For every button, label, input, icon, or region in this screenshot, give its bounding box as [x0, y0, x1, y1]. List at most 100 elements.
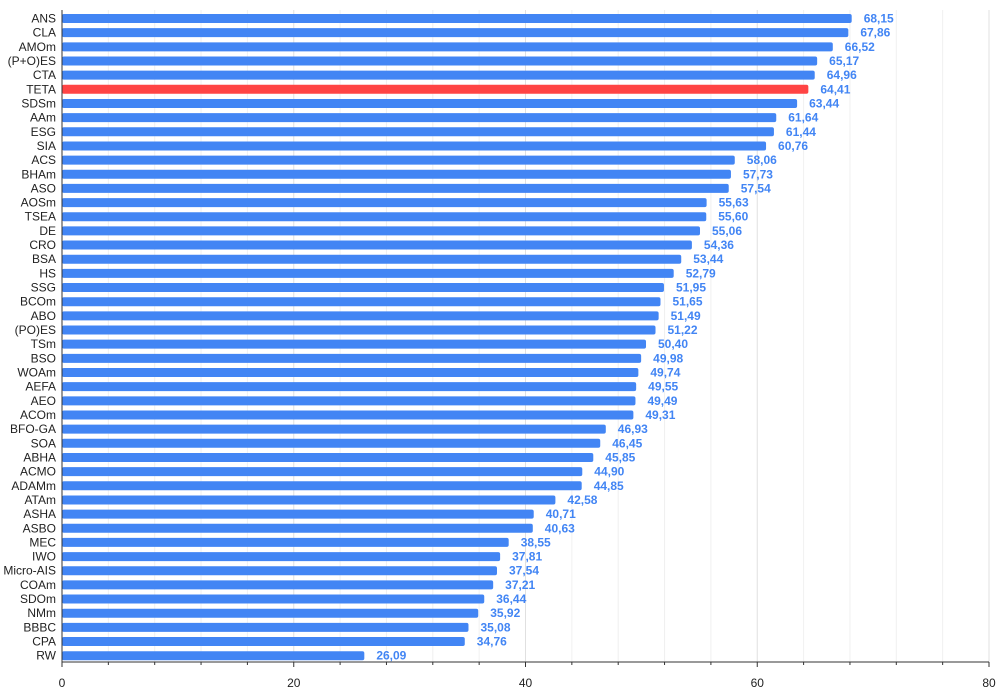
- value-label: 53,44: [693, 252, 723, 266]
- value-label: 51,65: [672, 295, 702, 309]
- value-label: 34,76: [477, 635, 507, 649]
- value-label: 55,06: [712, 224, 742, 238]
- x-tick-label: 0: [59, 676, 66, 690]
- value-label: 49,55: [648, 380, 678, 394]
- category-label: BSO: [31, 351, 56, 365]
- bar: [62, 268, 674, 278]
- category-label: CTA: [33, 68, 56, 82]
- category-label: TETA: [26, 82, 56, 96]
- bar: [62, 339, 647, 349]
- value-labels: 68,1567,8666,5265,1764,9664,4163,4461,64…: [376, 12, 894, 663]
- bar: [62, 353, 642, 363]
- value-label: 49,31: [645, 408, 675, 422]
- bar: [62, 622, 469, 632]
- category-label: COAm: [20, 578, 56, 592]
- x-tick-label: 20: [287, 676, 301, 690]
- value-label: 65,17: [829, 54, 859, 68]
- value-label: 57,54: [741, 181, 771, 195]
- category-label: AEFA: [25, 380, 56, 394]
- bar: [62, 523, 533, 533]
- bar: [62, 608, 479, 618]
- category-label: (PO)ES: [15, 323, 56, 337]
- value-label: 64,41: [820, 82, 850, 96]
- category-label: HS: [39, 266, 56, 280]
- value-label: 36,44: [496, 592, 526, 606]
- bar: [62, 14, 852, 23]
- category-label: AMOm: [19, 40, 56, 54]
- bar: [62, 283, 664, 293]
- bar: [62, 509, 534, 519]
- bar: [62, 325, 656, 335]
- bar: [62, 254, 682, 264]
- bar: [62, 452, 594, 462]
- bar: [62, 382, 637, 392]
- category-label: NMm: [27, 606, 56, 620]
- category-label: AAm: [30, 111, 56, 125]
- bar: [62, 495, 556, 505]
- category-label: ACOm: [20, 408, 56, 422]
- category-label: BBBC: [23, 620, 56, 634]
- value-label: 49,49: [647, 394, 677, 408]
- category-label: ATAm: [24, 493, 56, 507]
- value-label: 58,06: [747, 153, 777, 167]
- bar: [62, 438, 601, 448]
- category-label: ASO: [31, 181, 56, 195]
- category-label: BFO-GA: [10, 422, 56, 436]
- x-tick-label: 40: [519, 676, 533, 690]
- bar: [62, 226, 701, 236]
- value-label: 51,95: [676, 281, 706, 295]
- category-label: RW: [36, 649, 56, 663]
- bar: [62, 84, 809, 94]
- value-label: 40,71: [546, 507, 576, 521]
- bar: [62, 70, 815, 80]
- category-label: CPA: [32, 635, 56, 649]
- bar: [62, 580, 494, 590]
- bar: [62, 368, 639, 377]
- category-label: AEO: [31, 394, 56, 408]
- bar: [62, 297, 661, 307]
- category-label: ACS: [31, 153, 56, 167]
- category-label: ASHA: [23, 507, 56, 521]
- bar: [62, 42, 833, 52]
- value-label: 37,81: [512, 550, 542, 564]
- value-label: 45,85: [605, 450, 635, 464]
- value-label: 63,44: [809, 96, 839, 110]
- category-label: CLA: [33, 26, 56, 40]
- category-label: AOSm: [21, 196, 56, 210]
- bar: [62, 198, 707, 208]
- value-label: 35,08: [480, 620, 510, 634]
- bar: [62, 637, 465, 647]
- category-label: ESG: [31, 125, 56, 139]
- bar: [62, 113, 777, 123]
- value-label: 54,36: [704, 238, 734, 252]
- value-label: 55,60: [718, 210, 748, 224]
- category-labels: ANSCLAAMOm(P+O)ESCTATETASDSmAAmESGSIAACS…: [3, 12, 56, 663]
- category-label: SSG: [31, 281, 56, 295]
- bar: [62, 566, 497, 576]
- value-label: 49,98: [653, 351, 683, 365]
- bar: [62, 594, 485, 604]
- value-label: 49,74: [650, 366, 680, 380]
- value-label: 46,93: [618, 422, 648, 436]
- value-label: 44,85: [594, 479, 624, 493]
- bar: [62, 28, 849, 38]
- category-label: TSEA: [25, 210, 56, 224]
- bar: [62, 467, 583, 477]
- value-label: 42,58: [567, 493, 597, 507]
- bars: [62, 14, 852, 661]
- category-label: TSm: [31, 337, 56, 351]
- bar: [62, 481, 582, 491]
- value-label: 26,09: [376, 649, 406, 663]
- category-label: ADAMm: [11, 479, 56, 493]
- bar: [62, 424, 606, 434]
- value-label: 61,44: [786, 125, 816, 139]
- category-label: ACMO: [20, 465, 56, 479]
- bar: [62, 141, 767, 151]
- category-label: BSA: [32, 252, 56, 266]
- value-label: 52,79: [686, 266, 716, 280]
- x-tick-label: 60: [751, 676, 765, 690]
- value-label: 60,76: [778, 139, 808, 153]
- bar: [62, 212, 707, 222]
- bar: [62, 56, 818, 66]
- category-label: BHAm: [21, 167, 56, 181]
